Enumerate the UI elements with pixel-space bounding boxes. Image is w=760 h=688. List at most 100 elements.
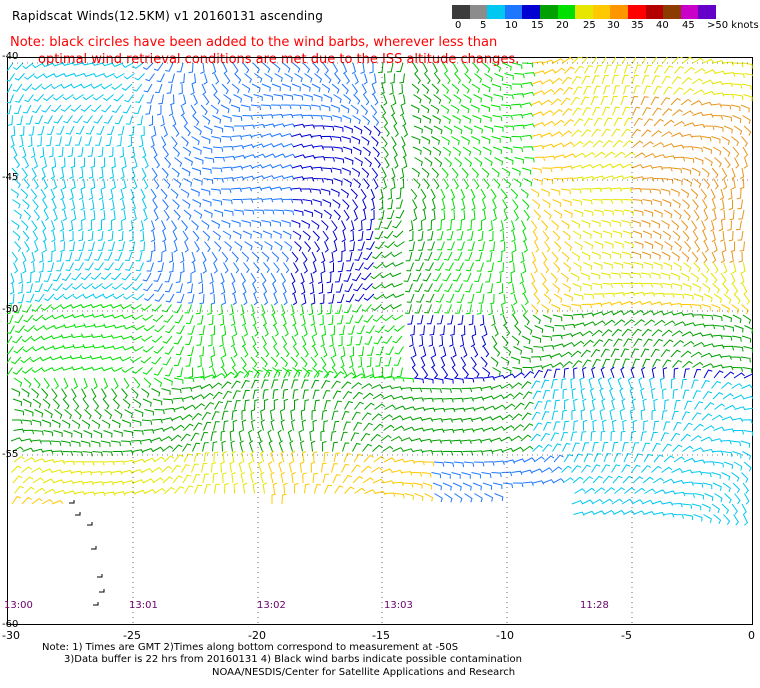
wind-barb [734,406,746,411]
wind-barb [711,199,717,211]
wind-barb [12,335,23,344]
wind-barb [392,94,397,106]
wind-barb [103,430,113,438]
wind-barb [118,220,123,232]
wind-barb [132,367,143,374]
wind-barb [74,251,83,261]
wind-barb [250,304,255,316]
wind-barb [690,100,703,106]
wind-barb [693,293,704,301]
wind-barb [260,356,268,368]
wind-barb [11,388,21,397]
wind-barb [721,335,733,341]
wind-barb [283,369,293,379]
wind-barb [682,313,695,318]
wind-barb [501,293,506,305]
wind-barb [133,458,146,463]
wind-barb [143,377,152,388]
wind-barb [494,73,504,82]
wind-barb [503,346,512,356]
wind-barb [140,188,146,201]
wind-barb [183,453,193,463]
wind-barb [661,302,673,307]
wind-barb [186,273,192,284]
wind-barb [369,62,374,74]
wind-barb [125,115,133,125]
wind-barb [220,188,232,194]
wind-barb [543,88,555,95]
wind-barb [230,187,242,193]
wind-barb [714,403,726,410]
wind-barb [700,101,713,106]
wind-barb [411,472,422,477]
wind-barb [531,80,544,85]
wind-barb [741,262,746,274]
wind-barb [17,283,23,294]
wind-barb [202,115,211,125]
wind-barb [660,272,671,280]
wind-barb [408,241,415,252]
wind-barb [208,314,214,326]
wind-barb [430,188,436,201]
wind-barb [723,178,728,190]
wind-barb [261,251,270,262]
wind-barb [290,272,296,285]
wind-barb [303,177,315,182]
wind-barb [620,187,632,192]
wind-barb [111,62,124,68]
wind-barb [191,220,199,231]
wind-barb [561,409,567,421]
wind-barb [43,283,53,292]
wind-barb [132,83,143,92]
wind-barb [611,398,616,410]
wind-barb [580,96,590,106]
wind-barb [23,429,35,435]
wind-barb [532,314,541,325]
wind-barb [704,157,713,167]
wind-barb [273,293,279,306]
wind-barb [583,117,593,127]
wind-barb [690,272,700,283]
wind-barb [221,325,227,337]
wind-barb [321,262,326,274]
wind-barb [53,324,65,330]
wind-barb [410,356,416,369]
wind-barb [241,164,254,170]
wind-barb [13,377,23,387]
wind-barb [533,262,538,274]
wind-barb [212,199,223,206]
wind-barb [564,323,576,329]
wind-barb [192,442,201,452]
wind-barb [125,262,134,271]
wind-barb [270,450,275,463]
wind-barb [349,230,355,242]
wind-barb [702,391,713,400]
wind-barb [470,438,483,444]
colorbar-swatch [592,5,611,19]
wind-barb [12,230,21,241]
wind-barb [553,87,564,95]
wind-barb [560,431,568,442]
wind-barb [466,262,474,272]
wind-barb [612,139,623,148]
wind-barb [100,333,113,339]
wind-barb [727,220,732,231]
wind-barb [622,140,634,148]
wind-barb [603,509,615,515]
wind-barb [594,151,606,158]
wind-barb [231,83,240,94]
wind-barb [131,167,136,180]
wind-barb [451,167,459,179]
wind-barb [337,293,345,304]
wind-barb [183,423,194,431]
wind-barb [502,199,508,211]
wind-barb [9,293,15,305]
wind-barb [79,354,92,360]
wind-barb [603,262,613,269]
wind-barb [99,167,104,179]
wind-barb [33,94,44,102]
wind-barb [224,483,229,494]
wind-barb [128,220,134,232]
wind-barb [101,367,113,372]
wind-barb [453,428,465,434]
